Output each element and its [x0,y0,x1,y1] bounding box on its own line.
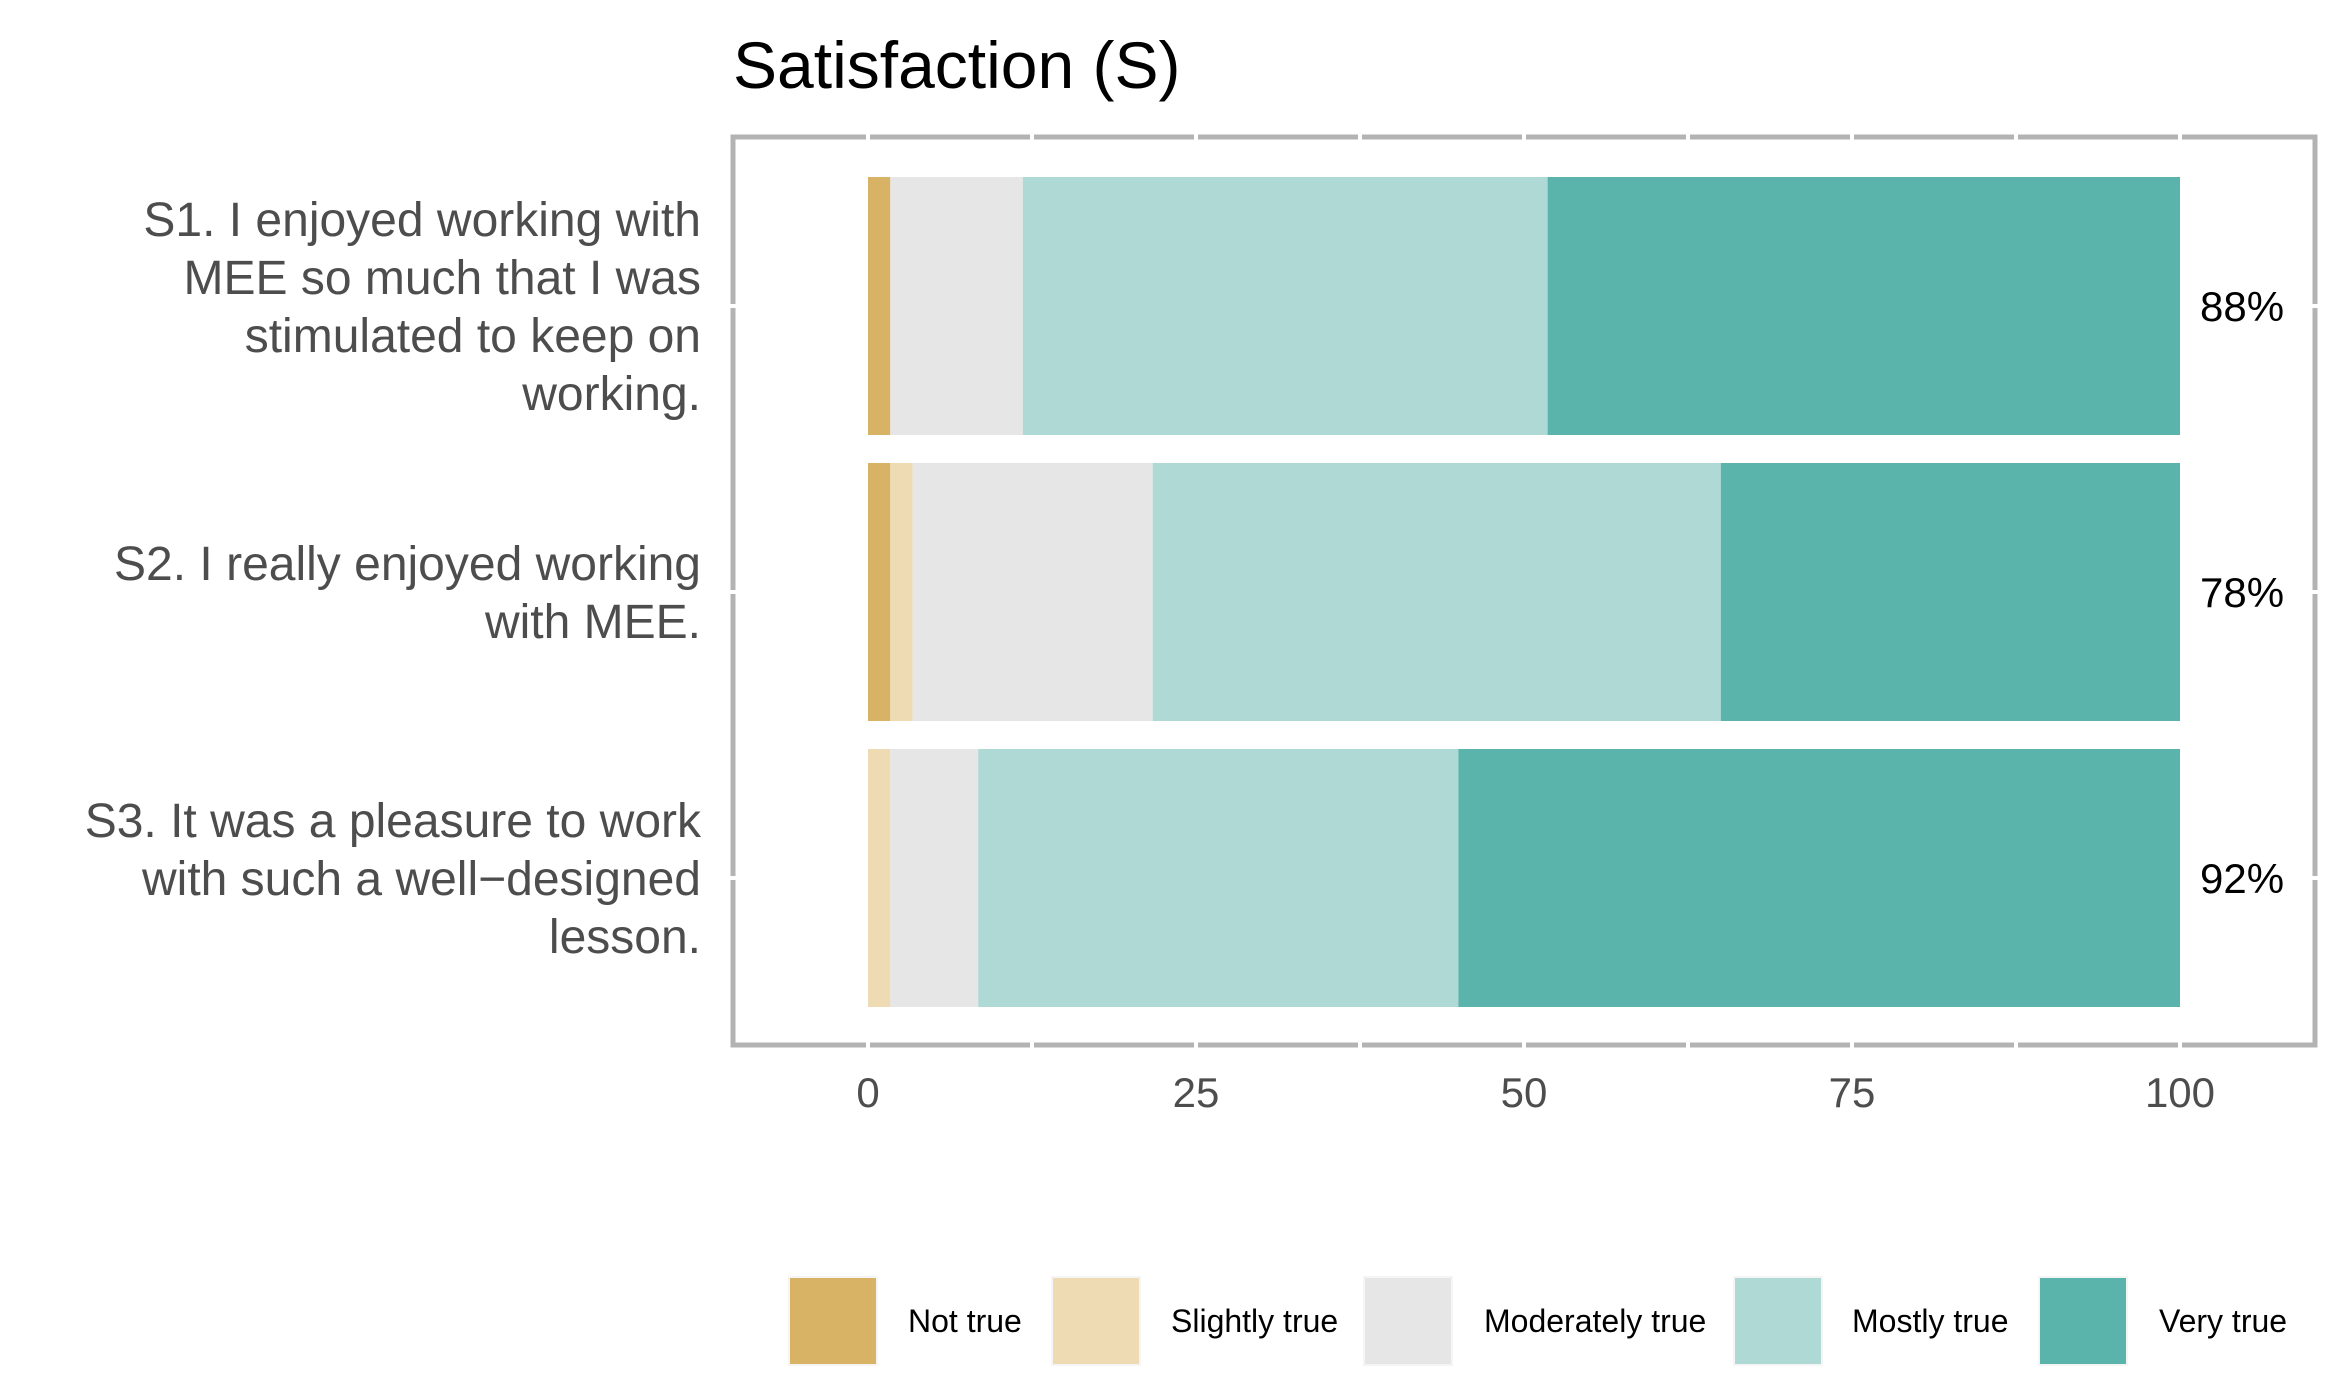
percent-labels: 88% 78% 92% [2200,283,2284,902]
legend-key [1733,1276,1823,1366]
plot-panel [729,133,2319,1049]
bar-s2-moderately-true [912,463,1153,721]
category-label-line: working. [521,368,701,421]
legend-label: Not true [908,1303,1022,1339]
legend-label: Moderately true [1484,1303,1706,1339]
legend-label: Slightly true [1171,1303,1338,1339]
bar-s2-very-true [1720,463,2180,721]
bar-s2-mostly-true [1152,463,1721,721]
legend-key [1051,1276,1141,1366]
category-label-line: lesson. [549,911,701,964]
category-label-line: with MEE. [484,596,701,649]
category-label-line: MEE so much that I was [183,252,701,305]
category-label-line: stimulated to keep on [245,310,701,363]
bar-s3-slightly-true [868,749,891,1007]
category-label-line: S2. I really enjoyed working [114,538,701,591]
bar-s2-slightly-true [890,463,913,721]
percent-label: 78% [2200,569,2284,616]
bar-s1-moderately-true [890,177,1023,435]
x-tick-label: 0 [856,1069,879,1116]
bar-s1-not-true [868,177,891,435]
legend-key [788,1276,878,1366]
percent-label: 92% [2200,855,2284,902]
x-tick-label: 25 [1173,1069,1220,1116]
bar-s1-mostly-true [1022,177,1548,435]
bar-s1-very-true [1547,177,2180,435]
legend-label: Very true [2159,1303,2287,1339]
category-label-line: S3. It was a pleasure to work [85,795,702,848]
bar-s3-mostly-true [978,749,1459,1007]
legend-key [1363,1276,1453,1366]
legend-key [2038,1276,2128,1366]
bar-s3-moderately-true [890,749,979,1007]
category-label-line: with such a well−designed [141,853,701,906]
legend-label: Mostly true [1852,1303,2008,1339]
legend: Not true Slightly true Moderately true Most… [788,1276,2287,1366]
x-tick-label: 100 [2145,1069,2215,1116]
bars [868,177,2180,1007]
bar-s3-very-true [1458,749,2180,1007]
x-axis-ticks: 0 25 50 75 100 [856,1069,2215,1116]
x-tick-label: 75 [1829,1069,1876,1116]
percent-label: 88% [2200,283,2284,330]
x-tick-label: 50 [1501,1069,1548,1116]
chart-title: Satisfaction (S) [733,28,1181,102]
bar-s2-not-true [868,463,891,721]
category-label-line: S1. I enjoyed working with [143,194,701,247]
